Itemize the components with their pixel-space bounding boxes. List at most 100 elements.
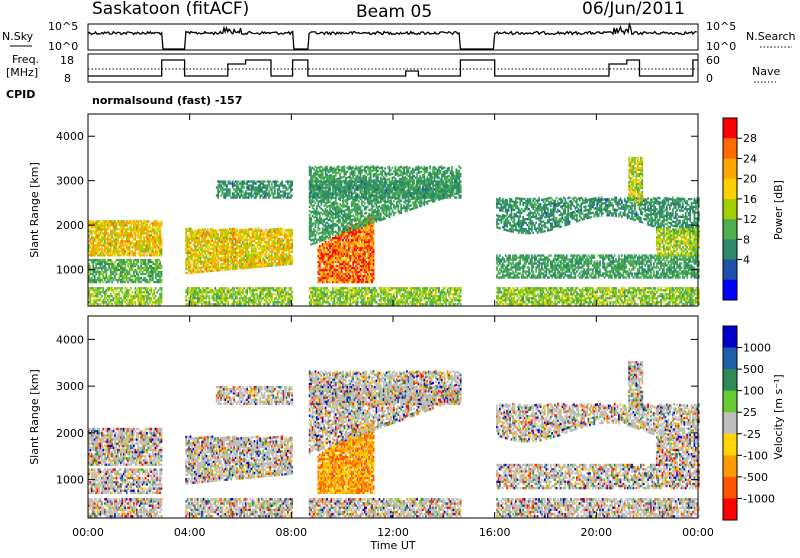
heatmap-cell — [252, 297, 254, 299]
heatmap-cell — [185, 246, 187, 248]
heatmap-cell — [331, 196, 333, 198]
heatmap-cell — [222, 182, 224, 184]
heatmap-cell — [142, 234, 144, 236]
heatmap-cell — [286, 287, 288, 289]
heatmap-cell — [261, 291, 263, 293]
heatmap-cell — [335, 184, 337, 186]
heatmap-cell — [135, 232, 137, 234]
heatmap-cell — [90, 228, 92, 230]
heatmap-cell — [275, 297, 277, 299]
heatmap-cell — [124, 267, 126, 269]
heatmap-cell — [277, 196, 279, 198]
heatmap-cell — [210, 228, 212, 230]
heatmap-cell — [347, 235, 349, 237]
heatmap-cell — [338, 245, 340, 247]
heatmap-cell — [322, 261, 324, 263]
heatmap-cell — [135, 265, 137, 267]
heatmap-cell — [341, 186, 343, 188]
heatmap-cell — [104, 236, 106, 238]
nsearch-label: N.Search — [746, 30, 796, 43]
heatmap-cell — [222, 229, 224, 231]
heatmap-cell — [270, 287, 272, 289]
heatmap-cell — [255, 194, 257, 196]
heatmap-cell — [338, 178, 340, 180]
heatmap-cell — [194, 267, 196, 269]
heatmap-cell — [111, 240, 113, 242]
heatmap-cell — [203, 260, 205, 262]
heatmap-cell — [338, 281, 340, 283]
heatmap-cell — [94, 277, 96, 279]
heatmap-cell — [121, 220, 123, 222]
heatmap-cell — [286, 188, 288, 190]
heatmap-cell — [239, 265, 241, 267]
heatmap-cell — [332, 176, 334, 178]
heatmap-cell — [139, 238, 141, 240]
freq-unit: [MHz] — [6, 66, 38, 79]
heatmap-cell — [281, 228, 283, 230]
heatmap-cell — [338, 232, 340, 234]
heatmap-cell — [146, 279, 148, 281]
heatmap-cell — [255, 299, 257, 301]
heatmap-cell — [209, 268, 211, 270]
heatmap-cell — [142, 261, 144, 263]
heatmap-cell — [227, 266, 229, 268]
heatmap-cell — [246, 259, 248, 261]
heatmap-cell — [230, 234, 232, 236]
heatmap-cell — [123, 259, 125, 261]
heatmap-cell — [338, 275, 340, 277]
heatmap-cell — [219, 180, 221, 182]
heatmap-cell — [325, 208, 327, 210]
heatmap-cell — [243, 295, 245, 297]
heatmap-cell — [117, 269, 119, 271]
heatmap-cell — [155, 236, 157, 238]
heatmap-cell — [97, 250, 99, 252]
heatmap-cell — [194, 253, 196, 255]
heatmap-cell — [209, 252, 211, 254]
heatmap-cell — [148, 303, 150, 305]
heatmap-cell — [239, 249, 241, 251]
heatmap-cell — [127, 242, 129, 244]
heatmap-cell — [288, 196, 290, 198]
heatmap-cell — [230, 295, 232, 297]
heatmap-cell — [316, 299, 318, 301]
heatmap-cell — [258, 188, 260, 190]
heatmap-cell — [145, 246, 147, 248]
heatmap-cell — [243, 180, 245, 182]
heatmap-cell — [288, 231, 290, 233]
heatmap-cell — [219, 291, 221, 293]
heatmap-cell — [291, 194, 293, 196]
heatmap-cell — [255, 232, 257, 234]
heatmap-cell — [103, 289, 105, 291]
heatmap-cell — [159, 277, 161, 279]
heatmap-cell — [203, 266, 205, 268]
heatmap-cell — [332, 271, 334, 273]
heatmap-cell — [161, 238, 163, 240]
heatmap-cell — [252, 303, 254, 305]
heatmap-cell — [328, 237, 330, 239]
heatmap-cell — [104, 240, 106, 242]
heatmap-cell — [158, 265, 160, 267]
heatmap-cell — [227, 301, 229, 303]
heatmap-cell — [232, 297, 234, 299]
heatmap-cell — [233, 268, 235, 270]
heatmap-cell — [264, 190, 266, 192]
heatmap-cell — [267, 180, 269, 182]
heatmap-cell — [310, 187, 312, 189]
heatmap-cell — [146, 301, 148, 303]
heatmap-cell — [119, 275, 121, 277]
heatmap-cell — [245, 295, 247, 297]
heatmap-cell — [328, 245, 330, 247]
heatmap-cell — [197, 253, 199, 255]
heatmap-cell — [264, 253, 266, 255]
heatmap-cell — [313, 196, 315, 198]
heatmap-cell — [197, 265, 199, 267]
heatmap-cell — [187, 289, 189, 291]
heatmap-cell — [347, 205, 349, 207]
heatmap-cell — [230, 254, 232, 256]
heatmap-cell — [255, 192, 257, 194]
heatmap-cell — [230, 266, 232, 268]
heatmap-cell — [313, 188, 315, 190]
heatmap-cell — [193, 299, 195, 301]
heatmap-cell — [140, 265, 142, 267]
heatmap-cell — [216, 235, 218, 237]
